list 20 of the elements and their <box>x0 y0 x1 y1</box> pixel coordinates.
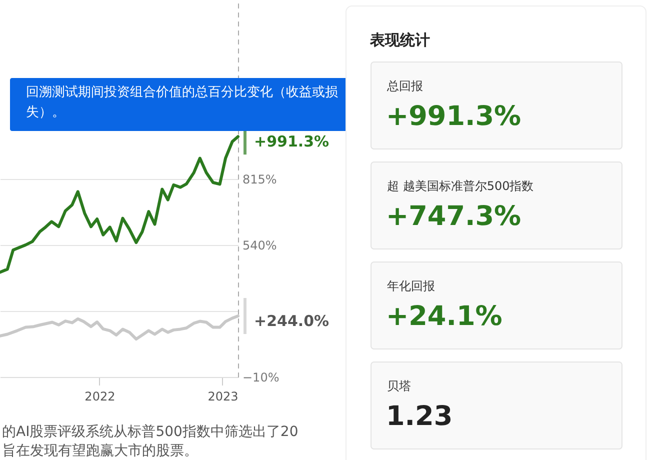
y-tick-label: 815% <box>242 172 277 186</box>
text: +991.3% <box>386 101 522 132</box>
text: 1.23 <box>386 401 453 432</box>
text: 的AI股票评级系统从标普500指数中筛选出了20 旨在发现有望跑赢大市的股票。 <box>2 423 298 459</box>
annotation: 回溯测试期间投资组合价值的总百分比变化（收益或损失）。 <box>26 85 338 120</box>
text: +24.1% <box>386 301 502 332</box>
text: 贝塔 <box>387 379 411 393</box>
y-tick-label: 540% <box>242 238 277 252</box>
annotation: +991.3% <box>254 132 330 151</box>
y-tick-label: −10% <box>242 370 280 384</box>
text: 超 越美国标准普尔500指数 <box>387 179 534 193</box>
text: 年化回报 <box>387 279 435 293</box>
text: 总回报 <box>386 79 423 93</box>
x-tick-label: 2022 <box>84 390 116 404</box>
text: 表现统计 <box>369 31 430 49</box>
text: +747.3% <box>386 201 522 232</box>
annotation: +244.0% <box>254 312 330 330</box>
line-series <box>0 135 240 274</box>
x-tick-label: 2023 <box>208 390 238 404</box>
line-series <box>0 314 240 341</box>
